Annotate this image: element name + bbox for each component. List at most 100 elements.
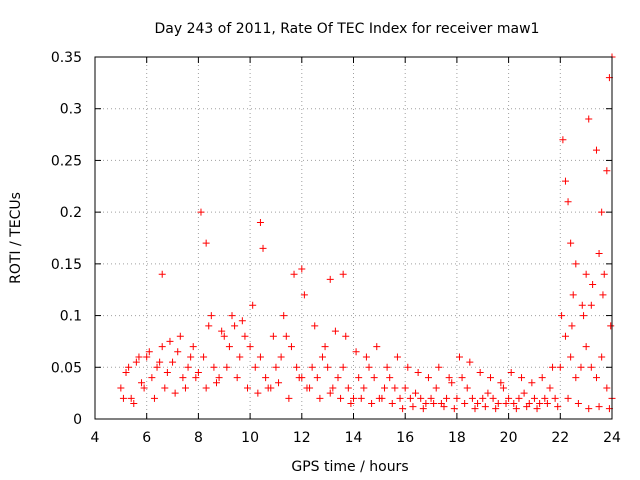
- data-point: [515, 394, 523, 402]
- x-tick-labels: 4 6 8 10 12 14 16 18 20 22 24: [91, 430, 621, 446]
- data-point: [244, 384, 252, 392]
- data-point: [551, 394, 559, 402]
- data-point: [463, 384, 471, 392]
- data-point: [533, 405, 541, 413]
- grid: [95, 57, 612, 419]
- data-point: [536, 399, 544, 407]
- x-tick-label: 20: [500, 430, 518, 446]
- data-point: [494, 399, 502, 407]
- data-point: [135, 353, 143, 361]
- data-point: [166, 337, 174, 345]
- data-point: [543, 399, 551, 407]
- data-point: [127, 394, 135, 402]
- data-point: [295, 374, 303, 382]
- data-point: [585, 405, 593, 413]
- data-point: [352, 348, 360, 356]
- data-point: [181, 384, 189, 392]
- data-point: [171, 389, 179, 397]
- data-point: [518, 374, 526, 382]
- data-point: [254, 389, 262, 397]
- x-tick-label: 6: [142, 430, 151, 446]
- data-point: [368, 399, 376, 407]
- data-point: [202, 239, 210, 247]
- data-point: [414, 368, 422, 376]
- data-point: [585, 115, 593, 123]
- data-point: [156, 358, 164, 366]
- data-point: [528, 379, 536, 387]
- data-point: [378, 394, 386, 402]
- data-point: [275, 379, 283, 387]
- data-point: [430, 399, 438, 407]
- axis-ticks: [94, 56, 613, 420]
- data-point: [603, 167, 611, 175]
- data-point: [264, 384, 272, 392]
- data-point: [391, 384, 399, 392]
- data-point: [499, 384, 507, 392]
- data-point: [481, 403, 489, 411]
- data-point: [476, 368, 484, 376]
- data-point: [197, 208, 205, 216]
- data-point: [220, 332, 228, 340]
- data-point: [163, 368, 171, 376]
- data-point: [321, 343, 329, 351]
- data-point: [357, 394, 365, 402]
- data-point: [174, 348, 182, 356]
- data-point: [443, 394, 451, 402]
- data-point: [404, 363, 412, 371]
- data-point: [466, 358, 474, 366]
- data-point: [507, 368, 515, 376]
- data-point: [541, 394, 549, 402]
- data-point: [298, 265, 306, 273]
- data-point: [148, 374, 156, 382]
- data-point: [360, 384, 368, 392]
- data-point: [262, 374, 270, 382]
- data-point: [365, 363, 373, 371]
- data-point: [207, 312, 215, 320]
- data-point: [187, 353, 195, 361]
- data-point: [386, 374, 394, 382]
- data-point: [578, 301, 586, 309]
- data-point: [143, 353, 151, 361]
- y-tick-labels: 0 0.05 0.1 0.15 0.2 0.25 0.3 0.35: [51, 50, 82, 428]
- data-point: [225, 343, 233, 351]
- data-point: [277, 353, 285, 361]
- data-point: [300, 291, 308, 299]
- data-point: [373, 343, 381, 351]
- data-points: [117, 53, 616, 413]
- data-point: [280, 312, 288, 320]
- data-point: [293, 363, 301, 371]
- x-tick-label: 24: [603, 430, 621, 446]
- data-point: [388, 399, 396, 407]
- data-point: [595, 250, 603, 258]
- data-point: [559, 136, 567, 144]
- data-point: [572, 260, 580, 268]
- data-point: [600, 270, 608, 278]
- data-point: [210, 363, 218, 371]
- data-point: [538, 374, 546, 382]
- data-point: [350, 394, 357, 402]
- data-point: [505, 394, 513, 402]
- data-point: [337, 394, 345, 402]
- data-point: [316, 394, 324, 402]
- data-point: [484, 389, 492, 397]
- data-point: [455, 353, 463, 361]
- data-point: [492, 405, 500, 413]
- data-point: [589, 281, 597, 289]
- data-point: [355, 374, 363, 382]
- data-point: [329, 384, 337, 392]
- data-point: [287, 343, 295, 351]
- data-point: [153, 363, 161, 371]
- data-point: [161, 384, 169, 392]
- data-point: [241, 332, 249, 340]
- data-point: [311, 322, 319, 330]
- data-point: [228, 312, 236, 320]
- x-tick-label: 8: [194, 430, 203, 446]
- data-point: [448, 379, 456, 387]
- data-point: [140, 384, 148, 392]
- x-tick-label: 14: [345, 430, 363, 446]
- data-point: [549, 363, 557, 371]
- data-point: [401, 384, 409, 392]
- x-tick-label: 4: [91, 430, 100, 446]
- data-point: [577, 363, 585, 371]
